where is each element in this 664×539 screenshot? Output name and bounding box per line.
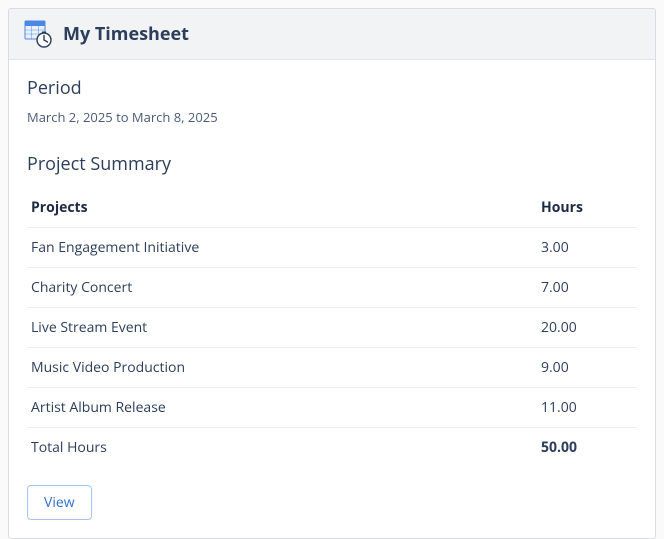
project-name: Music Video Production xyxy=(27,348,537,388)
project-name: Artist Album Release xyxy=(27,388,537,428)
summary-heading: Project Summary xyxy=(27,152,637,176)
card-title: My Timesheet xyxy=(63,22,189,46)
project-hours: 20.00 xyxy=(537,308,637,348)
card-body: Period March 2, 2025 to March 8, 2025 Pr… xyxy=(9,60,655,538)
table-row: Charity Concert 7.00 xyxy=(27,268,637,308)
card-header: My Timesheet xyxy=(9,9,655,60)
project-summary-table: Projects Hours Fan Engagement Initiative… xyxy=(27,190,637,467)
actions-bar: View xyxy=(27,485,637,520)
table-row: Artist Album Release 11.00 xyxy=(27,388,637,428)
view-button[interactable]: View xyxy=(27,485,92,520)
total-row: Total Hours 50.00 xyxy=(27,428,637,468)
timesheet-card: My Timesheet Period March 2, 2025 to Mar… xyxy=(8,8,656,539)
timesheet-icon xyxy=(23,19,53,49)
period-heading: Period xyxy=(27,76,637,100)
table-row: Fan Engagement Initiative 3.00 xyxy=(27,228,637,268)
project-hours: 11.00 xyxy=(537,388,637,428)
project-name: Fan Engagement Initiative xyxy=(27,228,537,268)
total-hours: 50.00 xyxy=(537,428,637,468)
col-header-hours: Hours xyxy=(537,190,637,228)
table-row: Live Stream Event 20.00 xyxy=(27,308,637,348)
col-header-projects: Projects xyxy=(27,190,537,228)
project-name: Charity Concert xyxy=(27,268,537,308)
project-hours: 7.00 xyxy=(537,268,637,308)
project-hours: 3.00 xyxy=(537,228,637,268)
project-name: Live Stream Event xyxy=(27,308,537,348)
period-value: March 2, 2025 to March 8, 2025 xyxy=(27,108,637,126)
total-label: Total Hours xyxy=(27,428,537,468)
project-hours: 9.00 xyxy=(537,348,637,388)
table-row: Music Video Production 9.00 xyxy=(27,348,637,388)
